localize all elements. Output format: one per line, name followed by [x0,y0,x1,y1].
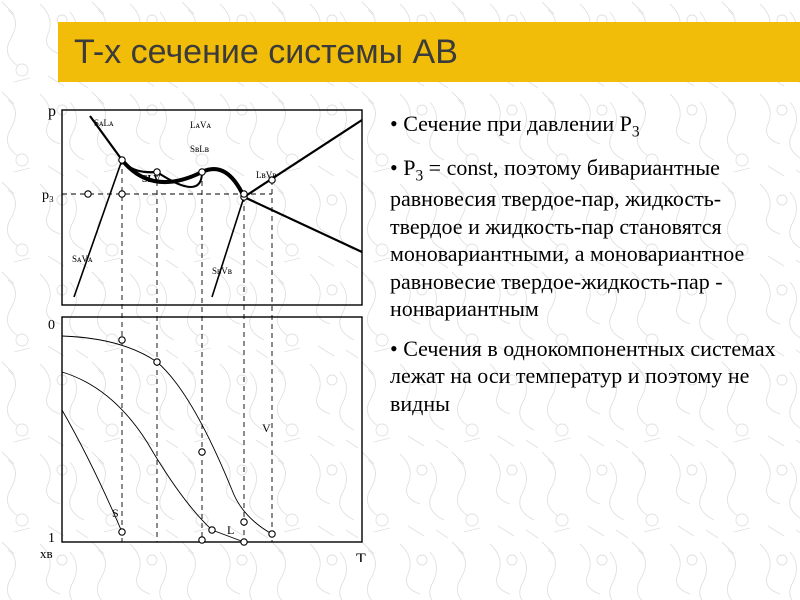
svg-text:LᴀVᴀ: LᴀVᴀ [190,120,212,130]
bullet-1: Сечение при давлении P3 [390,110,782,142]
svg-text:1: 1 [48,531,55,546]
bullet-2: P3 = const, поэтому бивариантные равнове… [390,154,782,323]
svg-text:LʙVʙ: LʙVʙ [256,170,277,180]
title-bar: T-x сечение системы AB [58,22,800,82]
svg-text:xʙ: xʙ [40,546,53,561]
svg-text:T: T [356,551,366,562]
svg-text:p: p [48,103,56,120]
svg-text:SᴀVᴀ: SᴀVᴀ [72,254,93,264]
bullet-2-pre: P [403,155,415,180]
bullet-3: Сечения в однокомпонентных системах лежа… [390,335,782,418]
phase-diagram: p p₃ SᴀLᴀ LᴀVᴀ SʙLʙ LʙVʙ SLV SᴀVᴀ SʙVʙ 0 1xʙ T V S L [32,102,372,562]
svg-text:L: L [227,523,234,537]
svg-text:SʙLʙ: SʙLʙ [190,144,209,154]
svg-text:SᴀLᴀ: SᴀLᴀ [94,118,114,128]
svg-text:SʙVʙ: SʙVʙ [212,266,232,276]
bullet-3-text: Сечения в однокомпонентных системах лежа… [390,336,776,416]
bullet-2-sub: 3 [415,167,423,184]
svg-text:0: 0 [48,318,55,333]
bullet-1-text: Сечение при давлении P [403,111,632,136]
description-block: Сечение при давлении P3 P3 = const, поэт… [390,110,782,429]
svg-text:V: V [262,421,271,435]
svg-text:p₃: p₃ [42,188,54,203]
svg-text:S: S [112,506,119,520]
svg-text:SLV: SLV [142,174,161,185]
page-title: T-x сечение системы AB [74,33,458,72]
bullet-1-sub: 3 [632,123,640,140]
bullet-2-rest: = const, поэтому бивариантные равновесия… [390,155,744,322]
